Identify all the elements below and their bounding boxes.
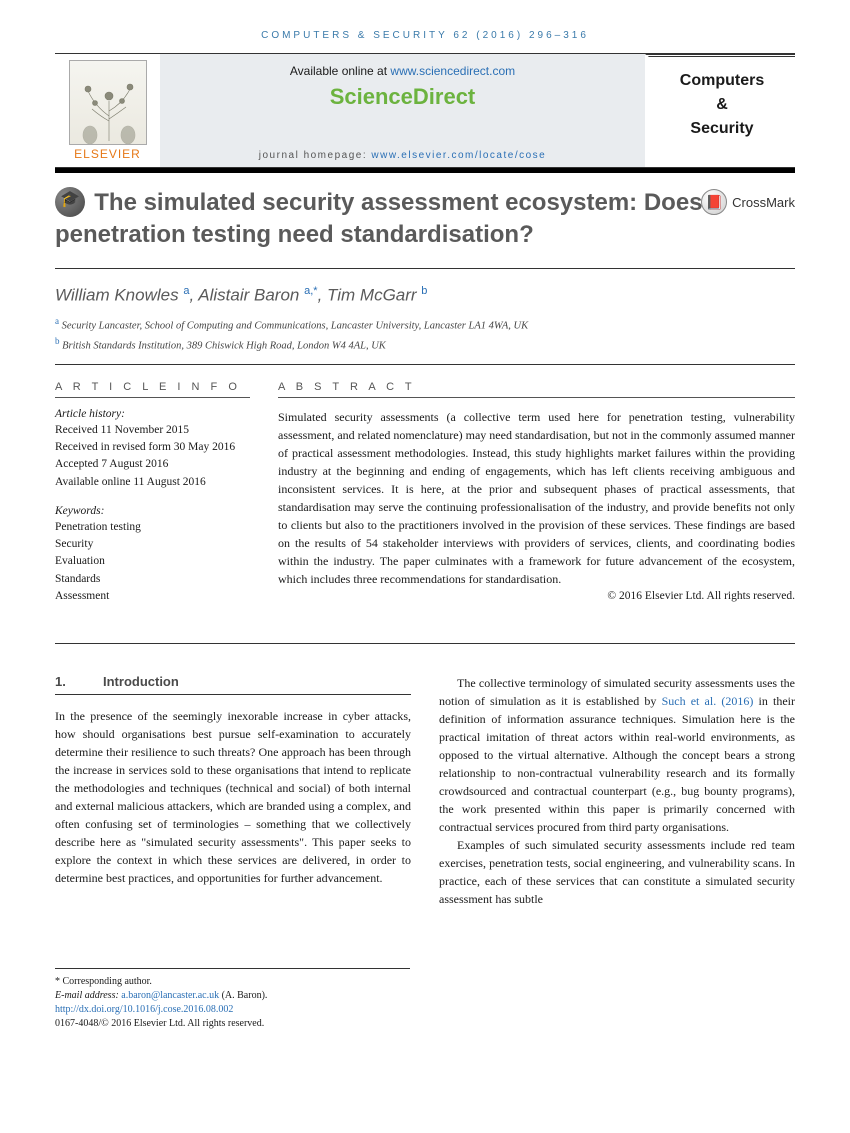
- intro-p1: In the presence of the seemingly inexora…: [55, 707, 411, 887]
- affiliation: b British Standards Institution, 389 Chi…: [55, 335, 795, 354]
- homepage-prefix: journal homepage:: [259, 150, 372, 161]
- journal-name-2: &: [657, 93, 787, 117]
- abstract-copyright: © 2016 Elsevier Ltd. All rights reserved…: [278, 590, 795, 602]
- abstract-column: A B S T R A C T Simulated security asses…: [278, 381, 795, 619]
- paper-title: The simulated security assessment ecosys…: [55, 189, 703, 248]
- homepage-link[interactable]: www.elsevier.com/locate/cose: [371, 150, 546, 161]
- history-body: Received 11 November 2015Received in rev…: [55, 422, 250, 491]
- elsevier-tree-icon: [69, 60, 147, 145]
- publisher-logo-box: ELSEVIER: [55, 54, 160, 167]
- authors-list: William Knowles a, Alistair Baron a,*, T…: [55, 285, 795, 306]
- section-title: Introduction: [103, 674, 179, 689]
- journal-title-box: Computers & Security: [645, 54, 795, 167]
- author-email-link[interactable]: a.baron@lancaster.ac.uk: [121, 990, 219, 1001]
- sciencedirect-band: Available online at www.sciencedirect.co…: [160, 54, 645, 167]
- title-block: The simulated security assessment ecosys…: [55, 168, 795, 269]
- intro-col1-text: In the presence of the seemingly inexora…: [55, 707, 411, 887]
- intro-p2-post: in their definition of information assur…: [439, 694, 795, 834]
- article-info-column: A R T I C L E I N F O Article history: R…: [55, 381, 250, 619]
- citation-such-2016[interactable]: Such et al. (2016): [662, 694, 754, 708]
- crossmark-icon: 📕: [701, 189, 727, 215]
- journal-name-1: Computers: [657, 69, 787, 93]
- corresponding-author: * Corresponding author.: [55, 975, 410, 989]
- sciencedirect-logo: ScienceDirect: [180, 84, 625, 110]
- running-header: COMPUTERS & SECURITY 62 (2016) 296–316: [55, 30, 795, 41]
- email-name: (A. Baron).: [222, 990, 268, 1001]
- abstract-text: Simulated security assessments (a collec…: [278, 408, 795, 588]
- section-number: 1.: [55, 674, 103, 689]
- authors-block: William Knowles a, Alistair Baron a,*, T…: [55, 269, 795, 365]
- doi-link[interactable]: http://dx.doi.org/10.1016/j.cose.2016.08…: [55, 1004, 233, 1015]
- intro-p3: Examples of such simulated security asse…: [439, 836, 795, 908]
- body-columns: 1.Introduction In the presence of the se…: [55, 674, 795, 908]
- journal-homepage: journal homepage: www.elsevier.com/locat…: [180, 150, 625, 161]
- email-label: E-mail address:: [55, 990, 119, 1001]
- open-access-icon: [55, 187, 85, 217]
- intro-col2-text: The collective terminology of simulated …: [439, 674, 795, 908]
- body-column-right: The collective terminology of simulated …: [439, 674, 795, 908]
- sciencedirect-link[interactable]: www.sciencedirect.com: [390, 64, 515, 78]
- available-prefix: Available online at: [290, 64, 391, 78]
- masthead: ELSEVIER Available online at www.science…: [55, 53, 795, 168]
- article-info-heading: A R T I C L E I N F O: [55, 381, 250, 398]
- section-1-header: 1.Introduction: [55, 674, 411, 695]
- abstract-heading: A B S T R A C T: [278, 381, 795, 398]
- journal-name-3: Security: [657, 117, 787, 141]
- body-column-left: 1.Introduction In the presence of the se…: [55, 674, 411, 908]
- elsevier-label: ELSEVIER: [59, 147, 156, 161]
- footnotes: * Corresponding author. E-mail address: …: [55, 968, 410, 1031]
- crossmark-badge[interactable]: 📕 CrossMark: [701, 189, 795, 215]
- affiliation: a Security Lancaster, School of Computin…: [55, 315, 795, 334]
- available-online: Available online at www.sciencedirect.co…: [180, 64, 625, 78]
- keywords-label: Keywords:: [55, 505, 250, 517]
- info-abstract-row: A R T I C L E I N F O Article history: R…: [55, 365, 795, 644]
- crossmark-label: CrossMark: [732, 195, 795, 210]
- email-line: E-mail address: a.baron@lancaster.ac.uk …: [55, 989, 410, 1003]
- history-label: Article history:: [55, 408, 250, 420]
- intro-p2: The collective terminology of simulated …: [439, 674, 795, 836]
- issn-line: 0167-4048/© 2016 Elsevier Ltd. All right…: [55, 1017, 410, 1031]
- keywords-body: Penetration testingSecurityEvaluationSta…: [55, 519, 250, 605]
